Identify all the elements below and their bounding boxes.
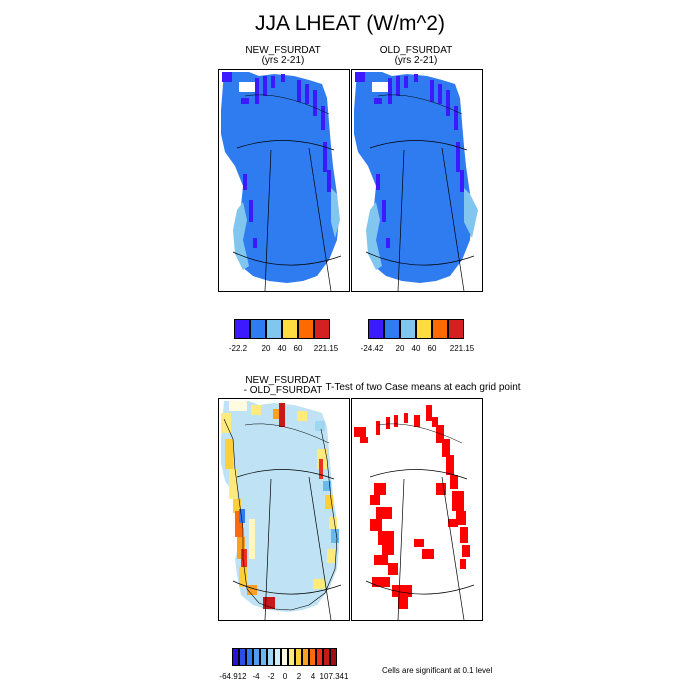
east-fringe [331, 188, 340, 238]
colorbar-swatch [281, 648, 288, 666]
old-map-svg [354, 72, 478, 291]
colorbar-swatch [309, 648, 316, 666]
strong-negative-cells [222, 72, 331, 248]
diff-panel-label: NEW_FSURDAT - OLD_FSURDAT [218, 376, 348, 396]
diff-colorbar [232, 648, 337, 666]
colorbar-swatch [267, 648, 274, 666]
new-panel-title: NEW_FSURDAT [245, 45, 321, 56]
colorbar-swatch [314, 319, 330, 339]
grid-lines [365, 94, 475, 291]
colorbar-swatch [260, 648, 267, 666]
greenland-landmass [354, 72, 472, 283]
colorbar-swatch [274, 648, 281, 666]
new-panel-label: NEW_FSURDAT (yrs 2-21) [218, 46, 348, 66]
colorbar-swatch [295, 648, 302, 666]
colorbar-swatch [239, 648, 246, 666]
diff-panel-title-line2: - OLD_FSURDAT [243, 385, 323, 396]
coastline [223, 418, 338, 611]
colorbar-swatch [302, 648, 309, 666]
old-cbar-label-min: -24.42 [360, 344, 384, 353]
colorbar-swatch [330, 648, 337, 666]
new-panel-subtitle: (yrs 2-21) [261, 55, 305, 66]
colorbar-swatch [400, 319, 416, 339]
colorbar-swatch [298, 319, 314, 339]
old-panel-title: OLD_FSURDAT [379, 45, 453, 56]
old-fsurdat-map [351, 69, 483, 292]
new-cbar-label-20: 20 [261, 344, 271, 353]
new-cbar-label-60: 60 [293, 344, 303, 353]
diff-cbar-label-0: 0 [282, 672, 288, 681]
diff-cbar-label-neg4: -4 [252, 672, 260, 681]
grid-lines [232, 423, 342, 620]
east-fringe [464, 188, 478, 238]
new-cbar-label-40: 40 [277, 344, 287, 353]
old-cbar-label-20: 20 [395, 344, 405, 353]
diff-cbar-label-4: 4 [310, 672, 316, 681]
old-cbar-label-max: 221.15 [449, 344, 475, 353]
ttest-panel-label: T-Test of two Case means at each grid po… [325, 382, 521, 393]
ttest-significance-map [351, 398, 483, 621]
coastal-fringe [233, 202, 249, 270]
diff-cbar-label-neg2: -2 [267, 672, 275, 681]
colorbar-swatch [384, 319, 400, 339]
grid-lines [232, 94, 342, 291]
colorbar-swatch [448, 319, 464, 339]
diff-cbar-label-min: -64.912 [219, 672, 247, 681]
colorbar-swatch [282, 319, 298, 339]
greenland-landmass [221, 401, 339, 612]
old-cbar-label-40: 40 [411, 344, 421, 353]
colorbar-swatch [234, 319, 250, 339]
greenland-landmass [221, 72, 339, 283]
colorbar-swatch [316, 648, 323, 666]
colorbar-swatch [323, 648, 330, 666]
ice-patch [372, 82, 390, 92]
diff-panel-title-line1: NEW_FSURDAT [245, 375, 321, 386]
ttest-map-svg [354, 405, 475, 620]
significant-cells [354, 405, 470, 609]
significance-note: Cells are significant at 0.1 level [382, 666, 493, 675]
strong-negative-cells [355, 72, 464, 248]
coastal-fringe [366, 202, 382, 270]
old-colorbar [368, 319, 464, 339]
difference-map [218, 398, 350, 621]
ice-patch [239, 82, 257, 92]
old-panel-subtitle: (yrs 2-21) [394, 55, 438, 66]
colorbar-swatch [253, 648, 260, 666]
colorbar-swatch [432, 319, 448, 339]
diff-cbar-label-2: 2 [296, 672, 302, 681]
new-map-svg [221, 72, 342, 291]
old-panel-label: OLD_FSURDAT (yrs 2-21) [351, 46, 481, 66]
colorbar-swatch [368, 319, 384, 339]
diff-cbar-label-max: 107.341 [319, 672, 349, 681]
colorbar-swatch [232, 648, 239, 666]
colorbar-swatch [288, 648, 295, 666]
new-cbar-label-max: 221.15 [313, 344, 339, 353]
colorbar-swatch [246, 648, 253, 666]
old-cbar-label-60: 60 [427, 344, 437, 353]
new-cbar-label-min: -22.2 [228, 344, 248, 353]
colorbar-swatch [266, 319, 282, 339]
new-fsurdat-map [218, 69, 350, 292]
colorbar-swatch [416, 319, 432, 339]
diff-map-svg [221, 401, 342, 620]
grid-lines [365, 423, 475, 620]
east-coast-anomalies [313, 449, 339, 589]
colorbar-swatch [250, 319, 266, 339]
north-anomalies [229, 401, 325, 431]
new-colorbar [234, 319, 330, 339]
figure-title: JJA LHEAT (W/m^2) [255, 12, 445, 35]
